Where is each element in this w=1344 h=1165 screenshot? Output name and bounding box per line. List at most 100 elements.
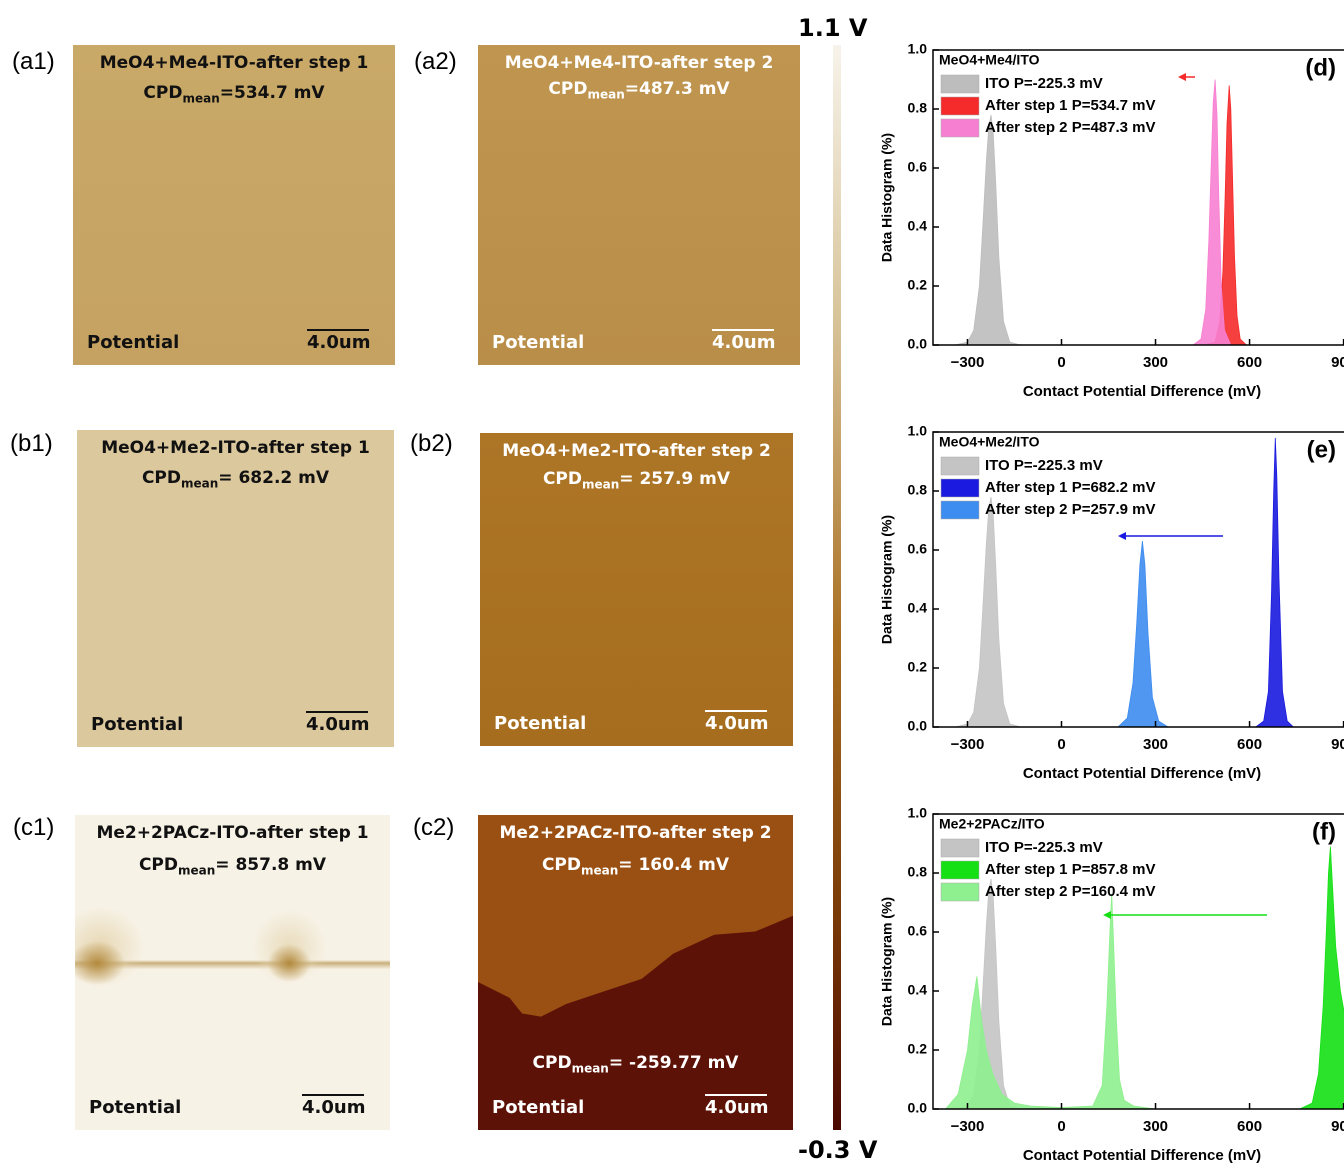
cpd-sub: mean: [182, 91, 219, 105]
x-tick-label: 600: [1237, 354, 1262, 371]
legend-label: After step 1 P=857.8 mV: [985, 861, 1156, 878]
potential-label: Potential: [492, 1097, 584, 1118]
scale-bar: 4.0um: [306, 711, 368, 735]
arrow-head: [1103, 911, 1111, 919]
image-title: Me2+2PACz-ITO-after step 2: [478, 823, 793, 843]
potential-label: Potential: [492, 332, 584, 353]
cpd-label: CPD: [142, 468, 181, 488]
cpd-value: =534.7 mV: [220, 83, 325, 103]
y-tick-label: 0.8: [908, 864, 928, 880]
x-tick-label: −300: [951, 354, 985, 371]
x-tick-label: 300: [1143, 736, 1168, 753]
arrow-head: [1178, 73, 1186, 81]
afm-image: MeO4+Me4-ITO-after step 2 CPDmean=487.3 m…: [478, 45, 800, 365]
cpd-text: CPDmean=534.7 mV: [73, 83, 395, 105]
x-axis-label: Contact Potential Difference (mV): [1023, 1147, 1261, 1164]
y-tick-label: 0.2: [908, 659, 928, 675]
y-tick-label: 1.0: [908, 805, 928, 821]
scale-bar: 4.0um: [712, 329, 774, 353]
x-tick-label: 600: [1237, 736, 1262, 753]
cpd-value: = 257.9 mV: [619, 469, 730, 489]
x-axis-label: Contact Potential Difference (mV): [1023, 765, 1261, 782]
legend-swatch: [941, 501, 979, 519]
figure: 1.1 V -0.3 V 0.00.20.40.60.81.0−30003006…: [0, 0, 1344, 1165]
legend-swatch: [941, 479, 979, 497]
histogram-area: [1118, 541, 1168, 727]
x-tick-label: 600: [1237, 1118, 1262, 1135]
y-tick-label: 0.0: [908, 336, 928, 352]
y-axis-label: Data Histogram (%): [879, 515, 895, 644]
y-tick-label: 0.6: [908, 923, 928, 939]
panel-label: (c2): [413, 814, 454, 842]
y-tick-label: 0.6: [908, 159, 928, 175]
y-tick-label: 0.8: [908, 482, 928, 498]
cpd-sub: mean: [581, 863, 618, 877]
x-tick-label: 0: [1057, 354, 1065, 371]
cpd-value: = 160.4 mV: [618, 855, 729, 875]
cpd-value: = 857.8 mV: [215, 855, 326, 875]
y-tick-label: 0.0: [908, 718, 928, 734]
histogram-area: [955, 115, 1021, 345]
afm-image: MeO4+Me2-ITO-after step 2 CPDmean= 257.9 …: [480, 433, 793, 746]
potential-label: Potential: [89, 1097, 181, 1118]
legend-label: ITO P=-225.3 mV: [985, 457, 1103, 474]
cpd-text: CPDmean= -259.77 mV: [478, 1053, 793, 1075]
legend-swatch: [941, 883, 979, 901]
cpd-sub: mean: [587, 87, 624, 101]
histogram-area: [1300, 847, 1344, 1110]
y-axis-label: Data Histogram (%): [879, 133, 895, 262]
cpd-sub: mean: [582, 477, 619, 491]
x-tick-label: 900: [1331, 354, 1344, 371]
potential-label: Potential: [91, 714, 183, 735]
cpd-value: =487.3 mV: [625, 79, 730, 99]
cpd-label: CPD: [533, 1053, 572, 1073]
legend-label: After step 1 P=682.2 mV: [985, 479, 1156, 496]
panel-label: (c1): [13, 814, 54, 842]
x-tick-label: 900: [1331, 736, 1344, 753]
y-tick-label: 1.0: [908, 41, 928, 57]
legend-swatch: [941, 839, 979, 857]
y-tick-label: 0.0: [908, 1100, 928, 1116]
cpd-sub: mean: [181, 476, 218, 490]
x-tick-label: 0: [1057, 736, 1065, 753]
y-tick-label: 0.4: [908, 218, 928, 234]
panel-label: (e): [1307, 436, 1336, 463]
image-title: MeO4+Me4-ITO-after step 2: [478, 53, 800, 73]
potential-label: Potential: [87, 332, 179, 353]
cpd-text: CPDmean= 257.9 mV: [480, 469, 793, 491]
legend-swatch: [941, 97, 979, 115]
legend-label: After step 2 P=160.4 mV: [985, 883, 1156, 900]
x-tick-label: 0: [1057, 1118, 1065, 1135]
x-axis-label: Contact Potential Difference (mV): [1023, 383, 1261, 400]
scale-bar: 4.0um: [307, 329, 369, 353]
x-tick-label: −300: [951, 736, 985, 753]
panel-label: (f): [1312, 818, 1336, 845]
cpd-sub: mean: [178, 863, 215, 877]
x-tick-label: 300: [1143, 1118, 1168, 1135]
potential-label: Potential: [494, 713, 586, 734]
y-tick-label: 0.6: [908, 541, 928, 557]
x-tick-label: 900: [1331, 1118, 1344, 1135]
legend-label: After step 2 P=487.3 mV: [985, 119, 1156, 136]
cpd-text: CPDmean= 160.4 mV: [478, 855, 793, 877]
legend-swatch: [941, 119, 979, 137]
panel-label: (b2): [410, 430, 453, 458]
arrow-head: [1118, 532, 1126, 540]
cpd-text: CPDmean= 857.8 mV: [75, 855, 390, 877]
cpd-text: CPDmean=487.3 mV: [478, 79, 800, 101]
panel-label: (b1): [10, 430, 53, 458]
legend-label: After step 1 P=534.7 mV: [985, 97, 1156, 114]
cpd-label: CPD: [143, 83, 182, 103]
y-axis-label: Data Histogram (%): [879, 897, 895, 1026]
afm-image: Me2+2PACz-ITO-after step 1CPDmean= 857.8…: [75, 815, 390, 1130]
image-title: MeO4+Me2-ITO-after step 2: [480, 441, 793, 461]
panel-label: (a1): [12, 48, 55, 76]
cpd-sub: mean: [572, 1061, 609, 1075]
y-tick-label: 0.8: [908, 100, 928, 116]
legend-label: ITO P=-225.3 mV: [985, 75, 1103, 92]
y-tick-label: 0.4: [908, 600, 928, 616]
legend-label: After step 2 P=257.9 mV: [985, 501, 1156, 518]
afm-image: MeO4+Me4-ITO-after step 1CPDmean=534.7 m…: [73, 45, 395, 365]
histogram-area: [1256, 438, 1294, 727]
